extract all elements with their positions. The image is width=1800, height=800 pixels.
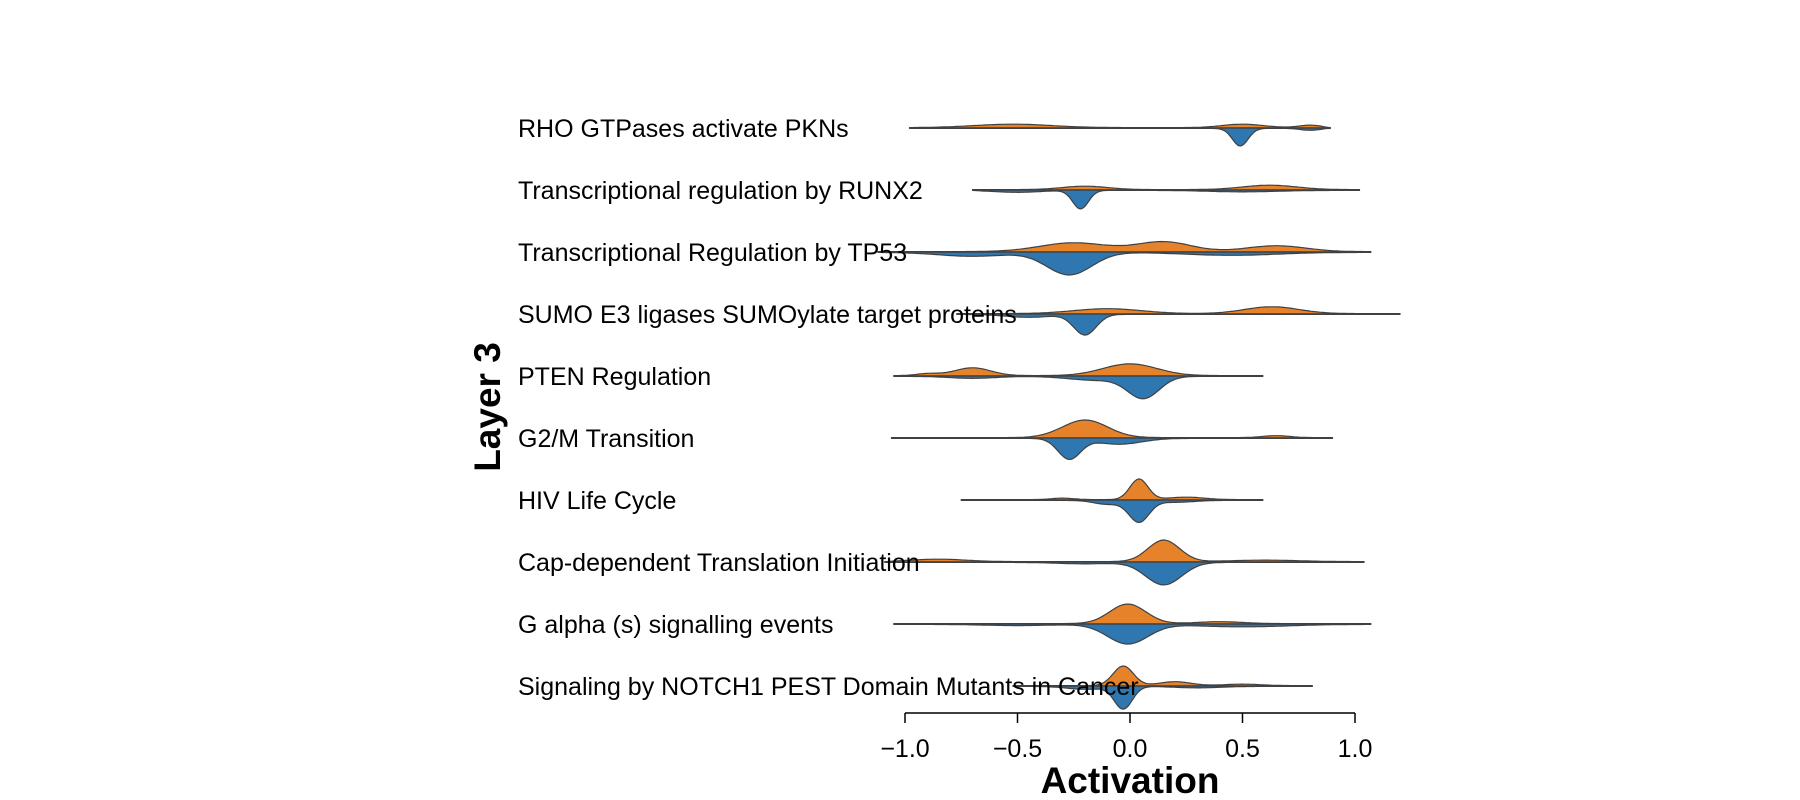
row-label: Transcriptional Regulation by TP53 [518,239,907,267]
violin-upper-half [956,306,1401,315]
violin-layer [877,123,1401,710]
x-tick-label: −0.5 [993,735,1042,763]
violin-upper-half [877,240,1372,253]
x-tick-label: −1.0 [880,735,929,763]
row-label: G alpha (s) signalling events [518,611,833,639]
violin-row [960,478,1264,523]
violin-lower-half [956,313,1401,336]
violin-lower-half [893,623,1372,645]
violin-upper-half [971,184,1361,191]
violin-row [956,306,1401,336]
violin-row [890,419,1334,460]
violin-row [908,123,1331,147]
row-label: Signaling by NOTCH1 PEST Domain Mutants … [518,673,1139,701]
violin-lower-half [884,561,1365,586]
row-label: G2/M Transition [518,425,694,453]
row-label: RHO GTPases activate PKNs [518,115,849,143]
x-tick-label: 0.5 [1225,735,1260,763]
violin-row [971,184,1361,210]
row-label: HIV Life Cycle [518,487,676,515]
violin-row [1012,665,1313,710]
x-axis: −1.0 −0.5 0.0 0.5 1.0 [880,712,1372,763]
violin-lower-half [908,127,1331,147]
violin-lower-half [971,189,1361,210]
row-label: Transcriptional regulation by RUNX2 [518,177,923,205]
violin-lower-half [893,375,1264,400]
violin-lower-half [890,437,1334,460]
row-label: PTEN Regulation [518,363,711,391]
row-label: Cap-dependent Translation Initiation [518,549,920,577]
row-label-layer: RHO GTPases activate PKNs Transcriptional… [518,115,1139,701]
violin-row [893,603,1372,645]
row-label: SUMO E3 ligases SUMOylate target protein… [518,301,1017,329]
violin-row [877,240,1372,276]
violin-row [893,363,1264,400]
x-ticks: −1.0 −0.5 0.0 0.5 1.0 [880,713,1372,763]
violin-lower-half [877,251,1372,276]
violin-upper-half [893,603,1372,625]
violin-upper-half [884,539,1365,563]
y-axis-title: Layer 3 [467,342,508,472]
violin-row [884,539,1365,586]
x-axis-title: Activation [1041,760,1220,800]
x-tick-label: 0.0 [1113,735,1148,763]
x-tick-label: 1.0 [1338,735,1373,763]
violin-upper-half [960,478,1264,501]
violin-upper-half [890,419,1334,439]
violin-upper-half [893,363,1264,377]
violin-lower-half [960,499,1264,523]
